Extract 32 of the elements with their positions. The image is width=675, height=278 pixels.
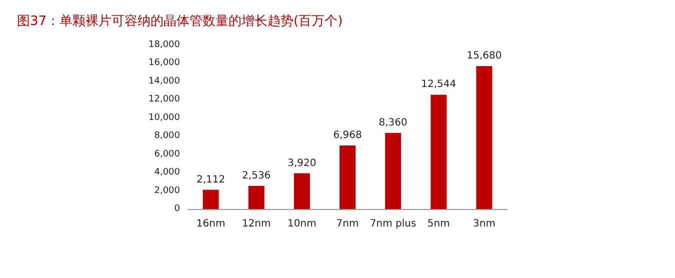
y-tick-label: 12,000	[148, 94, 180, 105]
x-tick-label: 7nm	[336, 218, 359, 230]
y-tick-label: 18,000	[148, 40, 180, 50]
data-label: 6,968	[333, 130, 362, 142]
bar	[385, 132, 402, 209]
y-tick-label: 8,000	[154, 131, 180, 142]
x-tick-label: 16nm	[196, 218, 226, 230]
bar	[430, 94, 447, 209]
x-tick-label: 10nm	[288, 218, 316, 230]
bar	[202, 190, 219, 209]
x-tick-label: 12nm	[242, 218, 271, 230]
data-label: 2,536	[242, 170, 271, 182]
y-tick-label: 16,000	[148, 58, 180, 68]
x-tick-label: 7nm plus	[370, 218, 416, 230]
y-tick-label: 0	[174, 204, 180, 214]
y-tick-label: 6,000	[154, 149, 180, 160]
x-tick-label: 5nm	[427, 218, 450, 230]
data-label: 8,360	[378, 117, 408, 128]
bar	[248, 186, 264, 209]
y-tick-label: 4,000	[154, 168, 180, 178]
bar	[340, 146, 356, 209]
data-label: 2,112	[196, 174, 226, 186]
y-tick-label: 2,000	[154, 186, 180, 196]
y-tick-label: 14,000	[148, 76, 180, 86]
y-tick-label: 10,000	[148, 112, 180, 123]
bar	[476, 66, 492, 209]
data-label: 3,920	[288, 158, 316, 169]
bar	[294, 173, 310, 209]
chart-title: 图37：单颗裸片可容纳的晶体管数量的增长趋势(百万个)	[17, 13, 343, 29]
data-label: 15,680	[466, 50, 502, 62]
x-tick-label: 3nm	[472, 218, 496, 230]
data-label: 12,544	[421, 79, 456, 90]
